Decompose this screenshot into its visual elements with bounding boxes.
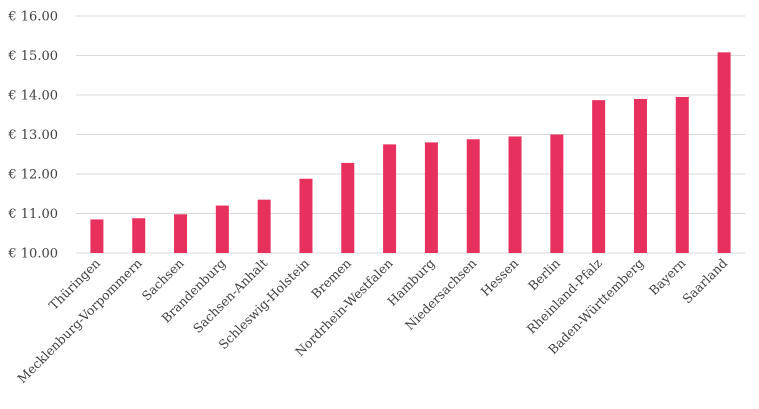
x-tick-label: Saarland	[679, 256, 730, 307]
bar	[550, 134, 564, 253]
bar	[675, 96, 689, 253]
bar	[132, 218, 146, 253]
x-tick-label: Bayern	[646, 256, 689, 299]
bar	[341, 162, 355, 253]
bar	[90, 219, 104, 253]
bar	[215, 205, 229, 253]
x-axis-ticks: ThüringenMecklenburg-VorpommernSachsenBr…	[14, 255, 730, 386]
gridlines	[76, 15, 745, 254]
y-tick-label: € 13.00	[7, 128, 58, 143]
bars	[90, 52, 731, 254]
x-tick-label: Berlin	[525, 256, 563, 294]
y-tick-label: € 12.00	[7, 168, 58, 183]
bar	[633, 98, 647, 253]
y-tick-label: € 15.00	[7, 49, 58, 64]
y-tick-label: € 16.00	[7, 10, 58, 25]
bar	[508, 136, 522, 253]
bar	[466, 139, 480, 253]
y-axis-ticks: € 10.00 € 11.00 € 12.00 € 13.00 € 14.00 € 15.…	[7, 10, 58, 262]
x-tick-label: Rheinland-Pfalz	[524, 255, 605, 336]
y-tick-label: € 14.00	[7, 89, 58, 104]
bar	[299, 178, 313, 253]
bar	[174, 214, 188, 253]
x-tick-label: Niedersachsen	[402, 256, 479, 333]
bar	[592, 100, 606, 253]
bar	[257, 199, 271, 253]
x-tick-label: Sachsen-Anhalt	[190, 256, 270, 336]
y-tick-label: € 11.00	[7, 207, 58, 222]
bar	[424, 142, 438, 253]
bar	[383, 144, 397, 253]
bar	[717, 52, 731, 254]
y-tick-label: € 10.00	[7, 247, 58, 262]
x-tick-label: Hessen	[478, 256, 522, 300]
